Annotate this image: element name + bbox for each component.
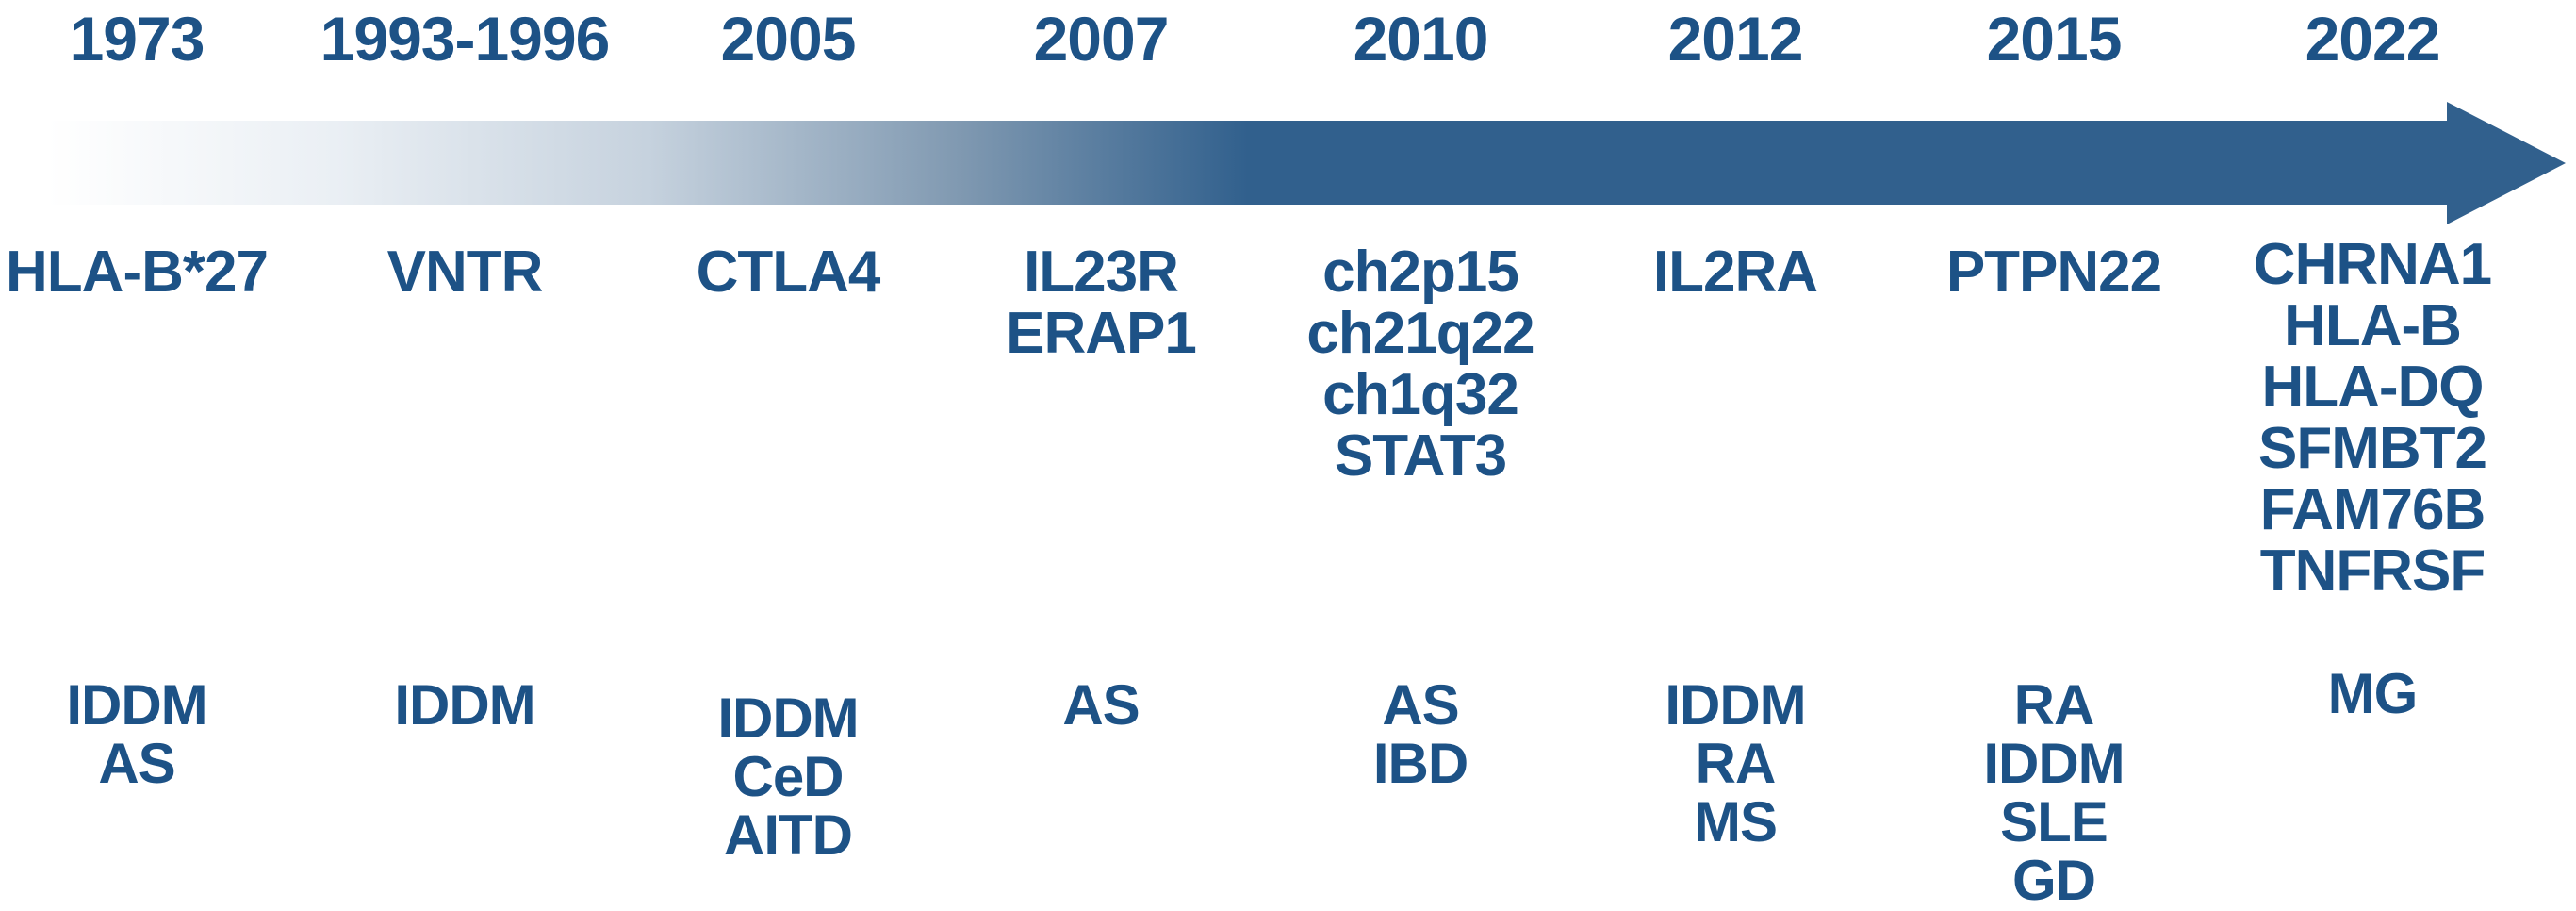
disease-label: IDDM: [1983, 732, 2125, 795]
timeline-column-2022: 2022 CHRNA1 HLA-B HLA-DQ SFMBT2 FAM76B T…: [2217, 0, 2528, 911]
disease-list: IDDM AS: [0, 676, 292, 793]
timeline-column-2010: 2010 ch2p15 ch21q22 ch1q32 STAT3 AS IBD: [1265, 0, 1576, 911]
disease-label: IDDM: [1665, 673, 1806, 737]
year-label: 2007: [1033, 4, 1170, 74]
disease-label: IBD: [1372, 732, 1468, 795]
disease-label: AS: [98, 732, 175, 795]
timeline-arrow-head-icon: [2447, 102, 2566, 224]
timeline-column-1993-1996: 1993-1996 VNTR IDDM: [309, 0, 620, 911]
gene-label: FAM76B: [2259, 477, 2486, 542]
gene-list: HLA-B*27: [0, 241, 292, 303]
disease-label: RA: [2013, 673, 2095, 737]
gene-list: CHRNA1 HLA-B HLA-DQ SFMBT2 FAM76B TNFRSF: [2217, 234, 2528, 602]
disease-list: MG: [2217, 665, 2528, 723]
gene-label: ch2p15: [1322, 240, 1519, 305]
gene-label: STAT3: [1334, 423, 1507, 489]
timeline-column-2015: 2015 PTPN22 RA IDDM SLE GD: [1898, 0, 2209, 911]
gene-list: IL2RA: [1580, 241, 1891, 303]
gene-label: IL2RA: [1652, 240, 1818, 305]
gene-list: VNTR: [309, 241, 620, 303]
gene-label: HLA-B*27: [6, 240, 269, 305]
gene-label: CTLA4: [696, 240, 881, 305]
timeline-column-2007: 2007 IL23R ERAP1 AS: [945, 0, 1256, 911]
year-label: 2015: [1986, 4, 2123, 74]
disease-label: AITD: [724, 803, 853, 867]
year-label: 1993-1996: [320, 4, 611, 74]
year-label: 2012: [1667, 4, 1804, 74]
disease-list: IDDM CeD AITD: [632, 689, 943, 865]
gene-label: ERAP1: [1006, 301, 1197, 366]
gene-label: ch1q32: [1322, 362, 1519, 427]
disease-list: IDDM: [309, 676, 620, 735]
gene-label: VNTR: [386, 240, 544, 305]
disease-list: IDDM RA MS: [1580, 676, 1891, 852]
gene-list: IL23R ERAP1: [945, 241, 1256, 364]
gene-label: TNFRSF: [2259, 538, 2486, 604]
gene-label: PTPN22: [1945, 240, 2162, 305]
disease-list: AS IBD: [1265, 676, 1576, 793]
gene-label: HLA-DQ: [2261, 355, 2484, 420]
gene-list: CTLA4: [632, 241, 943, 303]
disease-label: MS: [1694, 790, 1778, 853]
year-label: 1973: [69, 4, 205, 74]
gene-label: SFMBT2: [2258, 416, 2487, 481]
timeline-column-2005: 2005 CTLA4 IDDM CeD AITD: [632, 0, 943, 911]
disease-label: IDDM: [394, 673, 535, 737]
disease-list: AS: [945, 676, 1256, 735]
timeline-column-1973: 1973 HLA-B*27 IDDM AS: [0, 0, 292, 911]
disease-label: GD: [2012, 849, 2096, 911]
disease-label: AS: [1382, 673, 1459, 737]
disease-label: IDDM: [717, 687, 859, 750]
disease-label: IDDM: [66, 673, 207, 737]
year-label: 2022: [2305, 4, 2441, 74]
gene-list: ch2p15 ch21q22 ch1q32 STAT3: [1265, 241, 1576, 487]
disease-label: SLE: [2000, 790, 2108, 853]
gene-list: PTPN22: [1898, 241, 2209, 303]
year-label: 2005: [720, 4, 857, 74]
year-label: 2010: [1353, 4, 1489, 74]
disease-label: CeD: [732, 745, 844, 808]
disease-label: AS: [1062, 673, 1140, 737]
gene-label: CHRNA1: [2253, 232, 2492, 297]
gene-label: IL23R: [1024, 240, 1179, 305]
gene-label: ch21q22: [1306, 301, 1534, 366]
disease-label: RA: [1695, 732, 1777, 795]
disease-label: MG: [2327, 662, 2419, 725]
timeline-column-2012: 2012 IL2RA IDDM RA MS: [1580, 0, 1891, 911]
gene-label: HLA-B: [2284, 293, 2462, 358]
timeline-arrow-body: [47, 121, 2448, 205]
disease-list: RA IDDM SLE GD: [1898, 676, 2209, 910]
